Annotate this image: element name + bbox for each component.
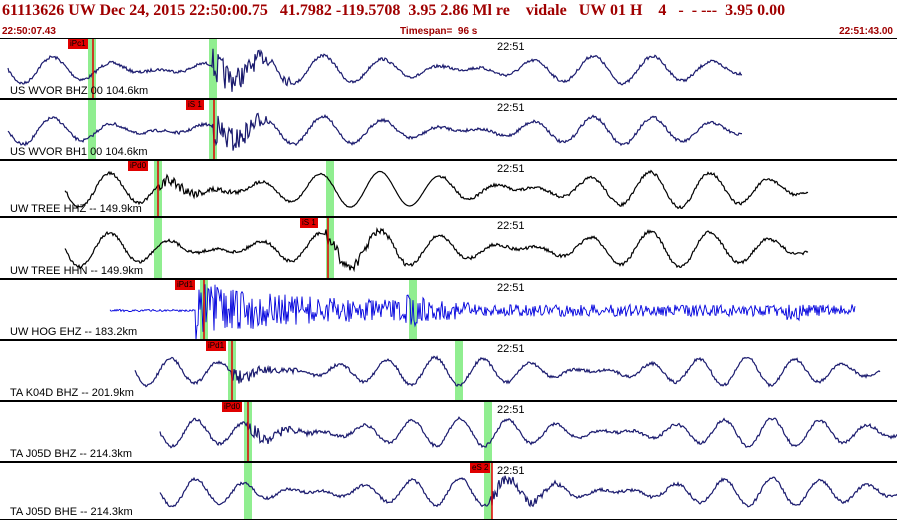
minute-label: 22:51	[497, 220, 525, 232]
end-time: 22:51:43.00	[839, 26, 893, 37]
minute-label: 22:51	[497, 282, 525, 294]
pick-band	[409, 280, 417, 339]
start-time: 22:50:07.43	[2, 26, 56, 37]
waveform-line	[159, 475, 897, 508]
pick-band	[244, 463, 252, 519]
seismogram-trace	[64, 218, 809, 278]
minute-label: 22:51	[497, 343, 525, 355]
waveform-panel[interactable]: 22:51 iPd1 UW HOG EHZ -- 183.2km	[0, 279, 897, 340]
waveform-line	[134, 355, 881, 388]
channel-label: US WVOR BH1 00 104.6km	[10, 146, 148, 158]
waveform-panel[interactable]: 22:51 eS 2 TA J05D BHE -- 214.3km	[0, 462, 897, 520]
seismogram-trace	[134, 341, 881, 400]
waveform-line	[109, 284, 856, 339]
waveform-panel[interactable]: 22:51 iPc1 US WVOR BHZ 00 104.6km	[0, 38, 897, 99]
phase-pick-tag[interactable]: iPd0	[222, 402, 243, 412]
pick-band	[154, 218, 162, 278]
waveform-panel[interactable]: 22:51 iS 1 US WVOR BH1 00 104.6km	[0, 99, 897, 160]
seismogram-trace	[159, 463, 897, 519]
channel-label: UW TREE HHN -- 149.9km	[10, 265, 144, 277]
phase-pick-tag[interactable]: iS 1	[186, 100, 204, 110]
channel-label: UW TREE HHZ -- 149.9km	[10, 203, 142, 215]
pick-band	[484, 463, 492, 519]
phase-pick-tag[interactable]: iPc1	[68, 39, 88, 49]
timespan-label: Timespan= 96 s	[400, 26, 478, 37]
minute-label: 22:51	[497, 404, 525, 416]
phase-pick-tag[interactable]: iPd0	[128, 161, 149, 171]
waveform-panel[interactable]: 22:51 iPd0 UW TREE HHZ -- 149.9km	[0, 160, 897, 217]
pick-band	[209, 39, 217, 98]
phase-pick-tag[interactable]: iS 1	[300, 218, 318, 228]
waveform-panel[interactable]: 22:51 iPd0 TA J05D BHZ -- 214.3km	[0, 401, 897, 462]
waveform-line	[7, 112, 742, 151]
seismogram-trace	[159, 402, 897, 461]
pick-band	[455, 341, 463, 400]
event-title: 61113626 UW Dec 24, 2015 22:50:00.75 41.…	[2, 2, 786, 19]
phase-pick-tag[interactable]: iPd1	[206, 341, 227, 351]
seismogram-trace	[109, 280, 856, 339]
pick-band	[88, 39, 96, 98]
seismogram-trace	[7, 39, 743, 98]
minute-label: 22:51	[497, 163, 525, 175]
minute-label: 22:51	[497, 102, 525, 114]
phase-pick-tag[interactable]: eS 2	[470, 463, 491, 473]
event-header: 61113626 UW Dec 24, 2015 22:50:00.75 41.…	[0, 0, 897, 38]
waveform-line	[64, 169, 809, 210]
seismogram-trace	[7, 100, 742, 159]
seismogram-trace	[64, 161, 809, 216]
minute-label: 22:51	[497, 465, 525, 477]
phase-pick-tag[interactable]: iPd1	[175, 280, 196, 290]
channel-label: TA J05D BHZ -- 214.3km	[10, 448, 133, 460]
channel-label: UW HOG EHZ -- 183.2km	[10, 326, 138, 338]
waveform-line	[64, 226, 809, 273]
pick-band	[326, 161, 334, 216]
waveform-panel[interactable]: 22:51 iPd1 TA K04D BHZ -- 201.9km	[0, 340, 897, 401]
channel-label: TA K04D BHZ -- 201.9km	[10, 387, 134, 399]
waveform-panel[interactable]: 22:51 iS 1 UW TREE HHN -- 149.9km	[0, 217, 897, 279]
waveform-panels: 22:51 iPc1 US WVOR BHZ 00 104.6km 22:51 …	[0, 38, 897, 520]
pick-band	[484, 402, 492, 461]
pick-band	[326, 218, 334, 278]
minute-label: 22:51	[497, 41, 525, 53]
pick-band	[88, 100, 96, 159]
channel-label: US WVOR BHZ 00 104.6km	[10, 85, 149, 97]
waveform-line	[7, 48, 743, 92]
channel-label: TA J05D BHE -- 214.3km	[10, 506, 133, 518]
waveform-line	[159, 416, 897, 449]
